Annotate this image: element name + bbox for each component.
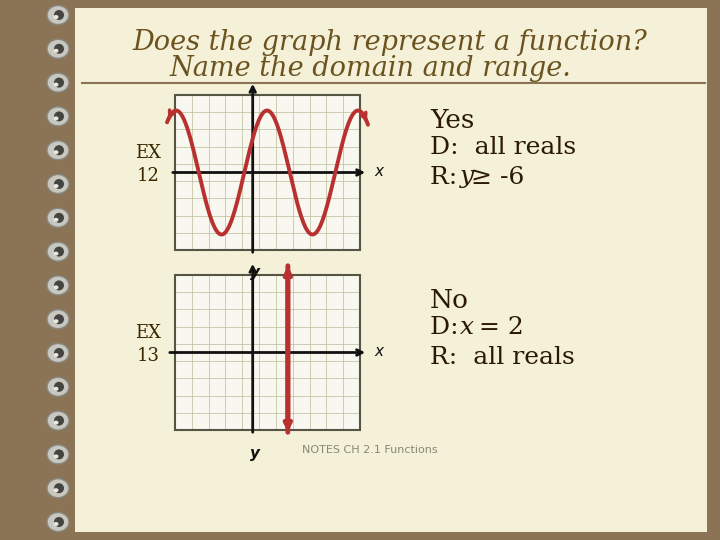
Ellipse shape	[47, 5, 69, 24]
Bar	[175, 95, 360, 250]
Ellipse shape	[47, 377, 69, 396]
Text: EX
13: EX 13	[135, 323, 161, 365]
Text: D:  all reals: D: all reals	[430, 136, 576, 159]
Ellipse shape	[53, 83, 58, 86]
Ellipse shape	[47, 107, 69, 126]
Text: R:  all reals: R: all reals	[430, 346, 575, 368]
Ellipse shape	[53, 488, 58, 492]
Ellipse shape	[53, 117, 58, 120]
Ellipse shape	[47, 478, 69, 498]
Text: NOTES CH 2.1 Functions: NOTES CH 2.1 Functions	[302, 445, 438, 455]
Ellipse shape	[53, 252, 58, 255]
Text: Yes: Yes	[430, 107, 474, 132]
Text: EX
12: EX 12	[135, 144, 161, 185]
Ellipse shape	[47, 208, 69, 227]
Ellipse shape	[54, 145, 64, 155]
Text: Name the domain and range.: Name the domain and range.	[169, 55, 571, 82]
Ellipse shape	[54, 382, 64, 392]
Text: x: x	[374, 164, 383, 179]
Bar	[75, 8, 707, 532]
Ellipse shape	[47, 73, 69, 92]
Ellipse shape	[54, 179, 64, 189]
Ellipse shape	[54, 213, 64, 223]
Bar	[175, 95, 360, 250]
Ellipse shape	[47, 39, 69, 58]
Text: R:: R:	[430, 165, 473, 188]
Ellipse shape	[47, 310, 69, 329]
Ellipse shape	[53, 218, 58, 222]
Text: Does the graph represent a function?: Does the graph represent a function?	[132, 30, 647, 57]
Ellipse shape	[53, 319, 58, 323]
Ellipse shape	[54, 517, 64, 527]
Ellipse shape	[54, 416, 64, 426]
Ellipse shape	[54, 247, 64, 256]
Bar	[175, 275, 360, 430]
Ellipse shape	[47, 174, 69, 193]
Ellipse shape	[54, 44, 64, 54]
Ellipse shape	[47, 411, 69, 430]
Text: = 2: = 2	[471, 315, 523, 339]
Text: D:: D:	[430, 315, 474, 339]
Ellipse shape	[53, 286, 58, 289]
Ellipse shape	[53, 184, 58, 188]
Ellipse shape	[53, 150, 58, 154]
Text: ≥ -6: ≥ -6	[471, 165, 524, 188]
Text: x: x	[460, 315, 474, 339]
Ellipse shape	[53, 353, 58, 357]
Text: No: No	[430, 287, 469, 313]
Bar	[175, 275, 360, 430]
Ellipse shape	[47, 141, 69, 160]
Ellipse shape	[47, 276, 69, 295]
Ellipse shape	[47, 445, 69, 464]
Ellipse shape	[53, 49, 58, 53]
Ellipse shape	[54, 280, 64, 291]
Text: y: y	[250, 265, 260, 280]
Ellipse shape	[54, 348, 64, 358]
Bar	[707, 8, 720, 532]
Ellipse shape	[47, 343, 69, 362]
Ellipse shape	[54, 10, 64, 20]
Ellipse shape	[54, 314, 64, 324]
Ellipse shape	[53, 522, 58, 526]
Ellipse shape	[54, 78, 64, 87]
Ellipse shape	[47, 242, 69, 261]
Ellipse shape	[54, 111, 64, 122]
Ellipse shape	[54, 449, 64, 460]
Ellipse shape	[53, 454, 58, 458]
Text: x: x	[374, 344, 383, 359]
Ellipse shape	[53, 387, 58, 391]
Text: y: y	[250, 446, 260, 461]
Ellipse shape	[53, 15, 58, 19]
Ellipse shape	[47, 512, 69, 531]
Ellipse shape	[53, 421, 58, 424]
Text: y: y	[460, 165, 474, 188]
Ellipse shape	[54, 483, 64, 493]
